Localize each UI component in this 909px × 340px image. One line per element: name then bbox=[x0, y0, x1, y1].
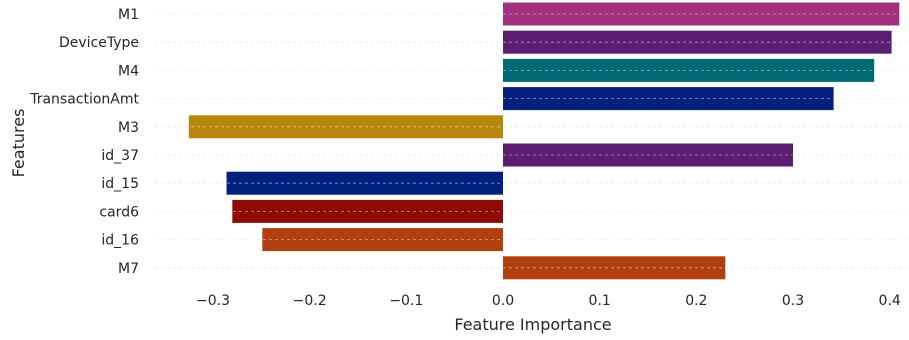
x-tick-labels: −0.3 −0.2 −0.1 0.0 0.1 0.2 0.3 0.4 bbox=[196, 293, 901, 309]
y-axis-label: Features bbox=[9, 109, 28, 178]
y-tick-label: card6 bbox=[99, 204, 139, 220]
y-tick-labels: M1 DeviceType M4 TransactionAmt M3 id_37 id_15… bbox=[29, 7, 139, 277]
bars-layer bbox=[188, 2, 900, 280]
bar-id-15 bbox=[226, 171, 504, 195]
x-axis-label: Feature Importance bbox=[454, 315, 611, 334]
y-tick-label: id_15 bbox=[101, 176, 139, 192]
x-tick-label: 0.2 bbox=[685, 293, 707, 309]
y-tick-label: M4 bbox=[118, 63, 139, 79]
y-tick-label: M7 bbox=[118, 261, 139, 277]
y-tick-label: id_37 bbox=[101, 148, 139, 164]
x-tick-label: −0.2 bbox=[293, 293, 327, 309]
y-tick-label: DeviceType bbox=[59, 35, 139, 51]
x-tick-label: 0.3 bbox=[782, 293, 804, 309]
bar-m7 bbox=[503, 256, 726, 280]
x-tick-label: 0.0 bbox=[492, 293, 514, 309]
x-tick-label: 0.1 bbox=[589, 293, 611, 309]
y-tick-label: M1 bbox=[118, 7, 139, 23]
bar-m3 bbox=[188, 115, 504, 139]
x-tick-label: 0.4 bbox=[879, 293, 901, 309]
bar-id-16 bbox=[262, 228, 503, 252]
y-tick-label: TransactionAmt bbox=[29, 92, 139, 108]
bar-transactionamt bbox=[503, 87, 834, 111]
y-tick-label: id_16 bbox=[101, 233, 139, 249]
x-tick-label: −0.3 bbox=[196, 293, 230, 309]
y-tick-label: M3 bbox=[118, 120, 139, 136]
x-tick-label: −0.1 bbox=[389, 293, 423, 309]
bar-m4 bbox=[503, 58, 875, 82]
